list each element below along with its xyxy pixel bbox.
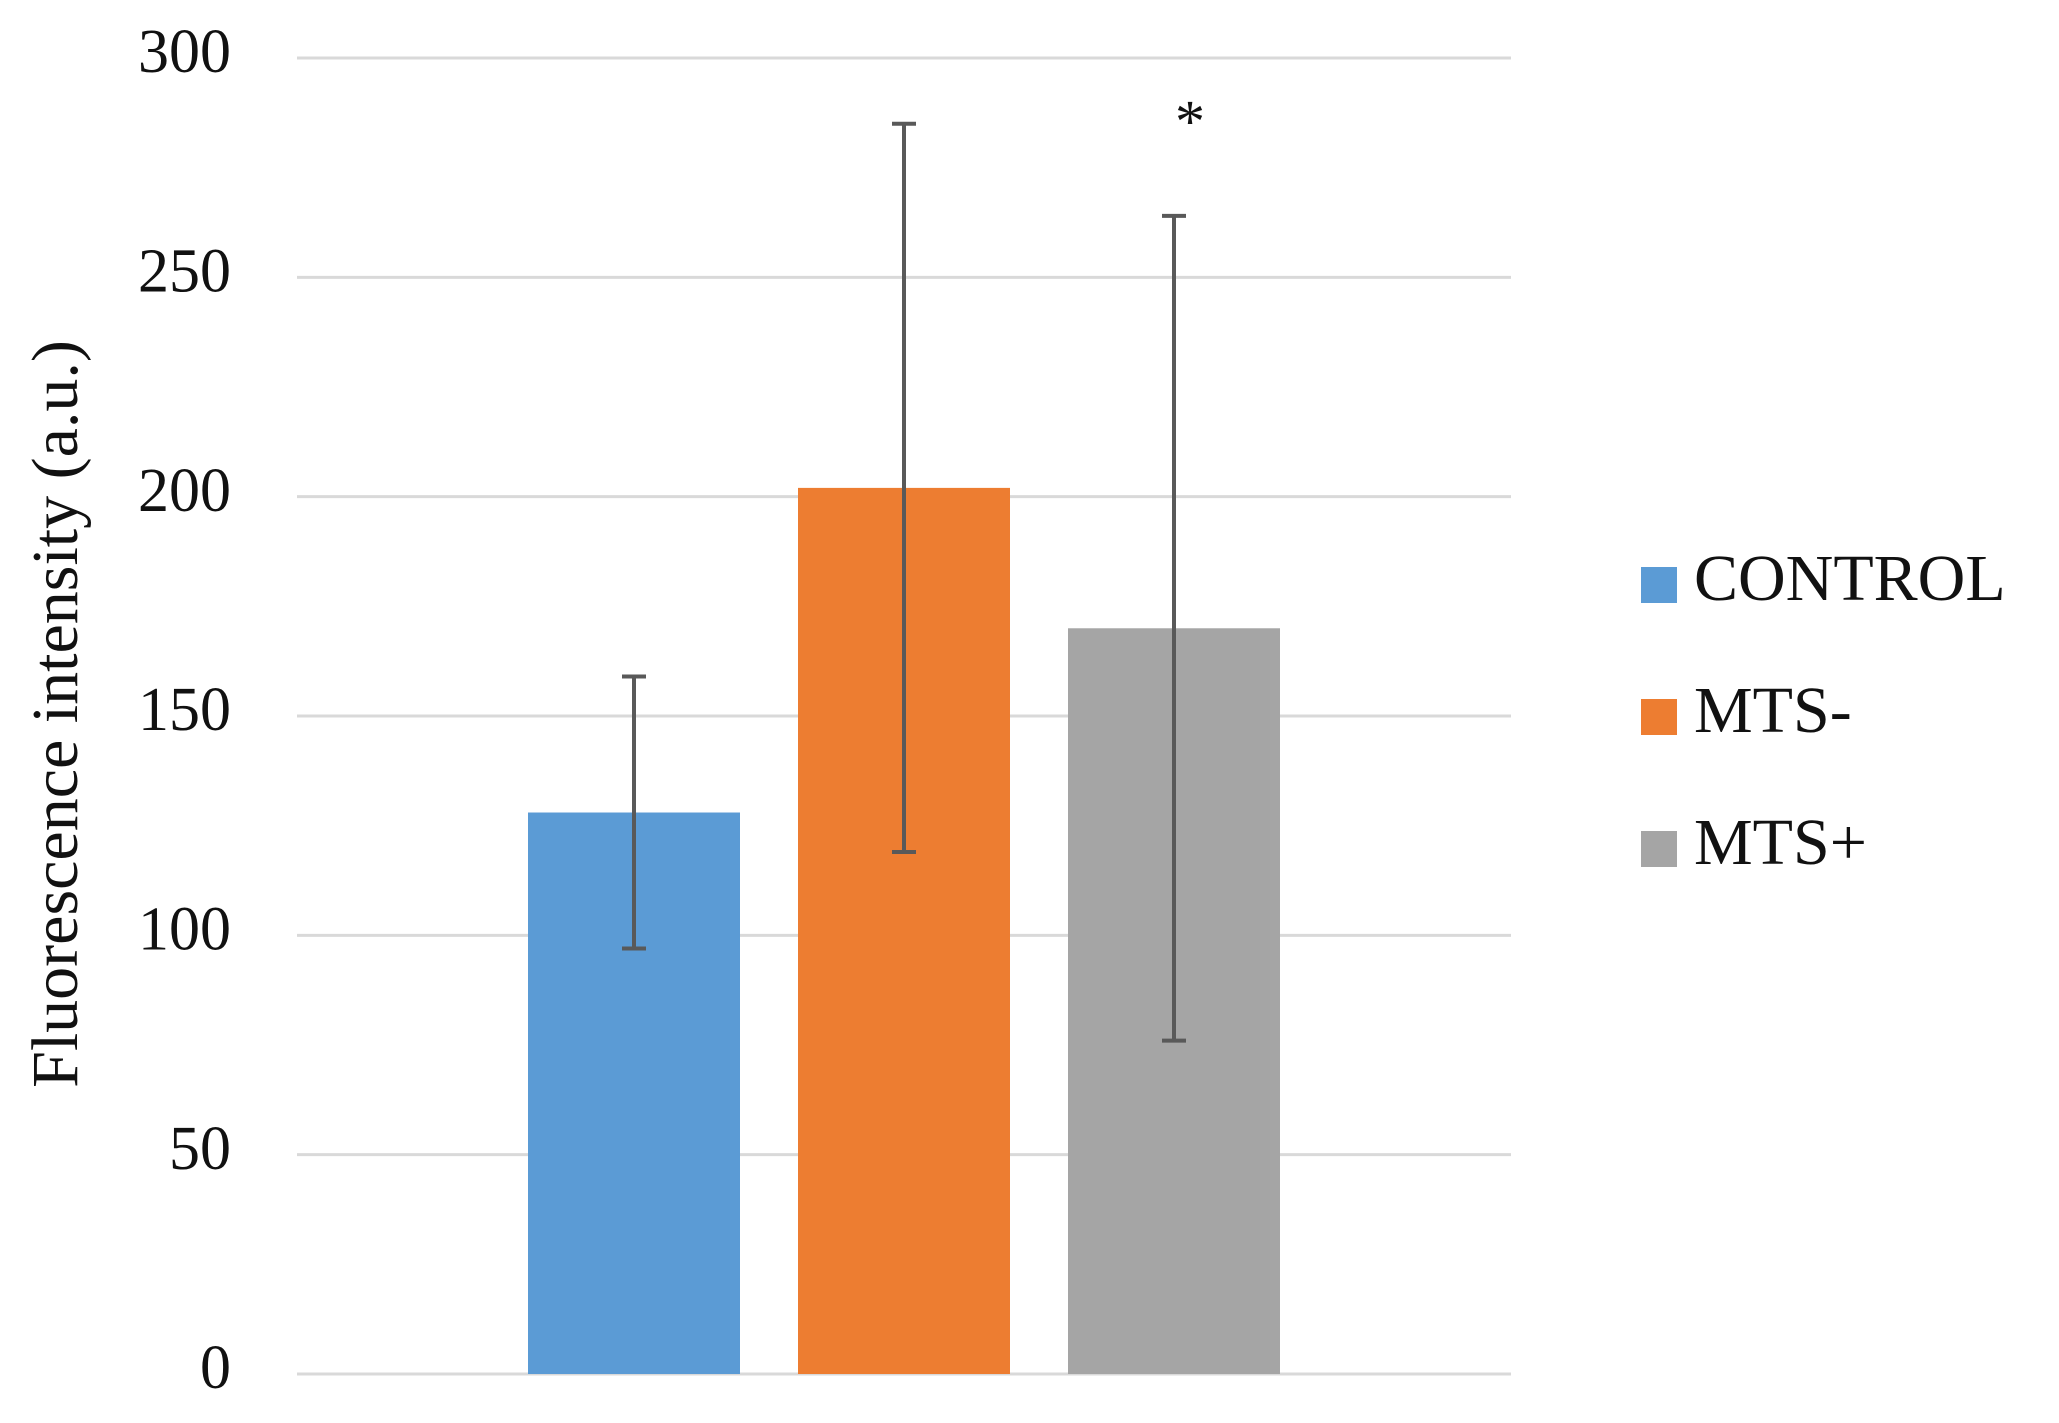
y-tick-label: 250 [138,238,231,306]
error-bar [1162,213,1186,1043]
legend-swatch [1641,831,1677,867]
legend-label: MTS+ [1694,806,1867,879]
y-tick-label: 150 [138,676,231,744]
error-bar [892,121,916,854]
y-tick-label: 50 [169,1115,231,1183]
y-tick-label: 0 [200,1334,231,1402]
legend-swatch [1641,699,1677,735]
legend-label: CONTROL [1694,542,2006,615]
legend-label: MTS- [1694,674,1852,747]
error-bar [622,674,646,951]
y-axis-title: Fluorescence intensity (a.u.) [19,340,92,1088]
annotation: * [1175,89,1205,155]
y-tick-label: 200 [138,457,231,525]
y-tick-label: 300 [138,18,231,86]
y-tick-label: 100 [138,896,231,964]
legend-swatch [1641,567,1677,603]
